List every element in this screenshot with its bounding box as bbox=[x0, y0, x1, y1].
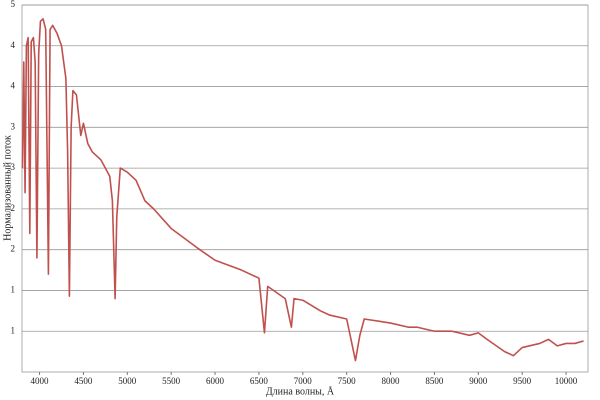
x-tick-label: 9000 bbox=[469, 376, 488, 386]
y-tick-label: 2 bbox=[11, 244, 16, 254]
x-tick-label: 7000 bbox=[294, 376, 313, 386]
y-tick-label: 3 bbox=[11, 162, 16, 172]
x-tick-label: 10000 bbox=[555, 376, 578, 386]
x-tick-label: 8500 bbox=[425, 376, 444, 386]
x-tick-label: 7500 bbox=[338, 376, 357, 386]
spectrum-line bbox=[21, 18, 584, 362]
y-tick-label: 5 bbox=[11, 0, 16, 9]
x-tick-label: 9500 bbox=[513, 376, 532, 386]
y-tick-label: 4 bbox=[11, 40, 16, 50]
x-tick-label: 8000 bbox=[382, 376, 401, 386]
y-tick-label: 3 bbox=[11, 121, 16, 131]
x-tick-label: 4000 bbox=[31, 376, 50, 386]
y-tick-label: 2 bbox=[11, 203, 16, 213]
y-tick-label: 1 bbox=[11, 325, 16, 335]
x-tick-label: 6000 bbox=[206, 376, 225, 386]
y-tick-label: 4 bbox=[11, 81, 16, 91]
x-tick-label: 4500 bbox=[74, 376, 93, 386]
x-axis-title: Длина волны, Å bbox=[266, 385, 335, 397]
y-axis-title: Нормализованный поток bbox=[2, 135, 13, 241]
y-tick-label: 1 bbox=[11, 285, 16, 295]
plot-frame bbox=[21, 4, 589, 373]
x-tick-label: 5500 bbox=[162, 376, 181, 386]
x-tick-label: 6500 bbox=[250, 376, 269, 386]
x-tick-label: 5000 bbox=[118, 376, 137, 386]
